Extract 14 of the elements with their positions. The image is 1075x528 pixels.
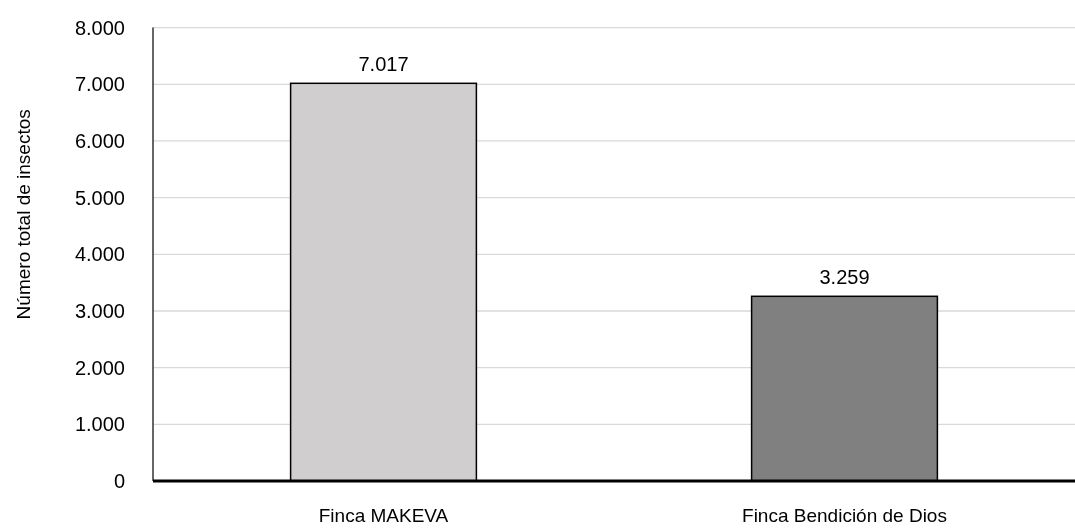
y-tick-label: 2.000 <box>74 356 125 379</box>
y-tick-label: 7.000 <box>74 73 125 96</box>
data-label: 7.017 <box>358 53 409 76</box>
x-tick-label: Finca MAKEVA <box>318 505 449 526</box>
y-tick-label: 1.000 <box>74 413 125 436</box>
y-tick-label: 4.000 <box>74 243 125 266</box>
y-axis-title: Número total de insectos <box>13 109 34 320</box>
x-tick-label: Finca Bendición de Dios <box>742 505 947 526</box>
y-tick-label: 8.000 <box>74 16 125 39</box>
y-tick-label: 5.000 <box>74 186 125 209</box>
y-tick-label: 3.000 <box>74 299 125 322</box>
y-tick-label: 0 <box>113 470 125 492</box>
y-tick-label: 6.000 <box>74 129 125 152</box>
data-label: 3.259 <box>819 266 870 289</box>
